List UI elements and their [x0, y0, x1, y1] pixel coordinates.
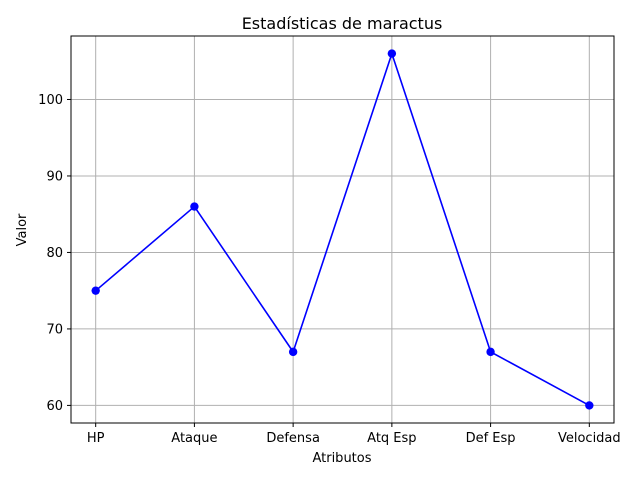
series-layer — [91, 49, 594, 410]
x-axis-label: Atributos — [312, 451, 371, 466]
y-tick-label: 80 — [46, 246, 63, 261]
series-line — [95, 52, 590, 407]
data-point-def-esp — [486, 347, 495, 357]
plot-area-frame — [70, 35, 615, 424]
y-axis-ticks: 60 70 80 90 100 — [38, 93, 71, 414]
y-axis-label: Valor — [15, 213, 30, 246]
x-tick-label: HP — [87, 431, 105, 446]
y-tick-label: 100 — [38, 93, 63, 108]
y-tick-label: 60 — [46, 399, 63, 414]
grid — [71, 36, 614, 423]
x-axis-ticks: HP Ataque Defensa Atq Esp Def Esp Velocidad — [87, 423, 621, 446]
x-tick-label: Ataque — [171, 431, 217, 446]
data-point-hp — [91, 286, 100, 295]
data-point-velocidad — [585, 401, 594, 410]
x-tick-label: Atq Esp — [367, 431, 416, 446]
data-point-atq-esp — [387, 49, 397, 58]
x-tick-label: Def Esp — [466, 431, 516, 446]
data-point-ataque — [190, 202, 199, 211]
y-tick-label: 70 — [46, 322, 63, 337]
y-tick-label: 90 — [46, 169, 63, 184]
chart-title: Estadísticas de maractus — [242, 14, 443, 33]
data-point-defensa — [288, 347, 298, 357]
x-tick-label: Velocidad — [558, 431, 621, 446]
x-tick-label: Defensa — [266, 431, 320, 446]
